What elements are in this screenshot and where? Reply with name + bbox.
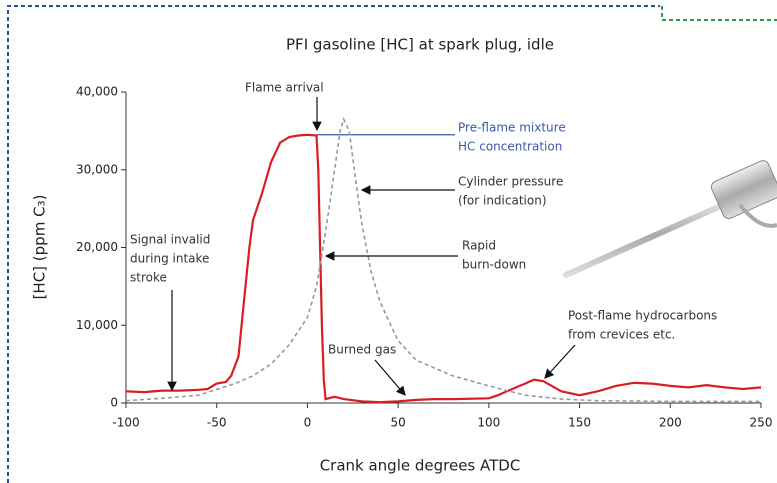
annotation: (for indication) — [458, 194, 547, 208]
annotation: Signal invalid — [130, 233, 210, 247]
chart-title: PFI gasoline [HC] at spark plug, idle — [286, 36, 554, 54]
annotation-arrow — [544, 344, 576, 379]
y-tick-label: 30,000 — [76, 162, 118, 176]
y-tick-label: 10,000 — [76, 318, 118, 332]
x-tick-label: 200 — [659, 416, 682, 430]
x-axis-label: Crank angle degrees ATDC — [320, 457, 521, 475]
annotation: Flame arrival — [245, 81, 324, 95]
annotation: Burned gas — [328, 343, 396, 357]
x-tick-label: 100 — [477, 416, 500, 430]
x-tick-label: -50 — [207, 416, 227, 430]
x-tick-label: 250 — [750, 416, 773, 430]
x-tick-label: 0 — [304, 416, 312, 430]
y-tick-label: 20,000 — [76, 240, 118, 254]
x-tick-label: 50 — [391, 416, 406, 430]
annotation: during intake — [130, 252, 209, 266]
annotation: burn-down — [462, 258, 526, 272]
annotation: from crevices etc. — [568, 328, 675, 342]
x-tick-label: -100 — [112, 416, 139, 430]
annotation: Cylinder pressure — [458, 175, 563, 189]
annotation: stroke — [130, 271, 167, 285]
annotation: HC concentration — [458, 140, 562, 154]
frame-green — [661, 6, 777, 21]
annotation-arrow — [374, 359, 406, 396]
annotation: Rapid — [462, 239, 496, 253]
probe-image — [563, 160, 777, 278]
y-tick-label: 40,000 — [76, 85, 118, 99]
y-tick-label: 0 — [110, 396, 118, 410]
frame — [7, 5, 660, 483]
series-line — [125, 116, 761, 403]
annotation: Pre-flame mixture — [458, 121, 566, 135]
x-tick-label: 150 — [568, 416, 591, 430]
y-axis-label: [HC] (ppm C₃) — [31, 195, 49, 300]
series-line — [125, 133, 762, 404]
annotation: Post-flame hydrocarbons — [568, 309, 717, 323]
